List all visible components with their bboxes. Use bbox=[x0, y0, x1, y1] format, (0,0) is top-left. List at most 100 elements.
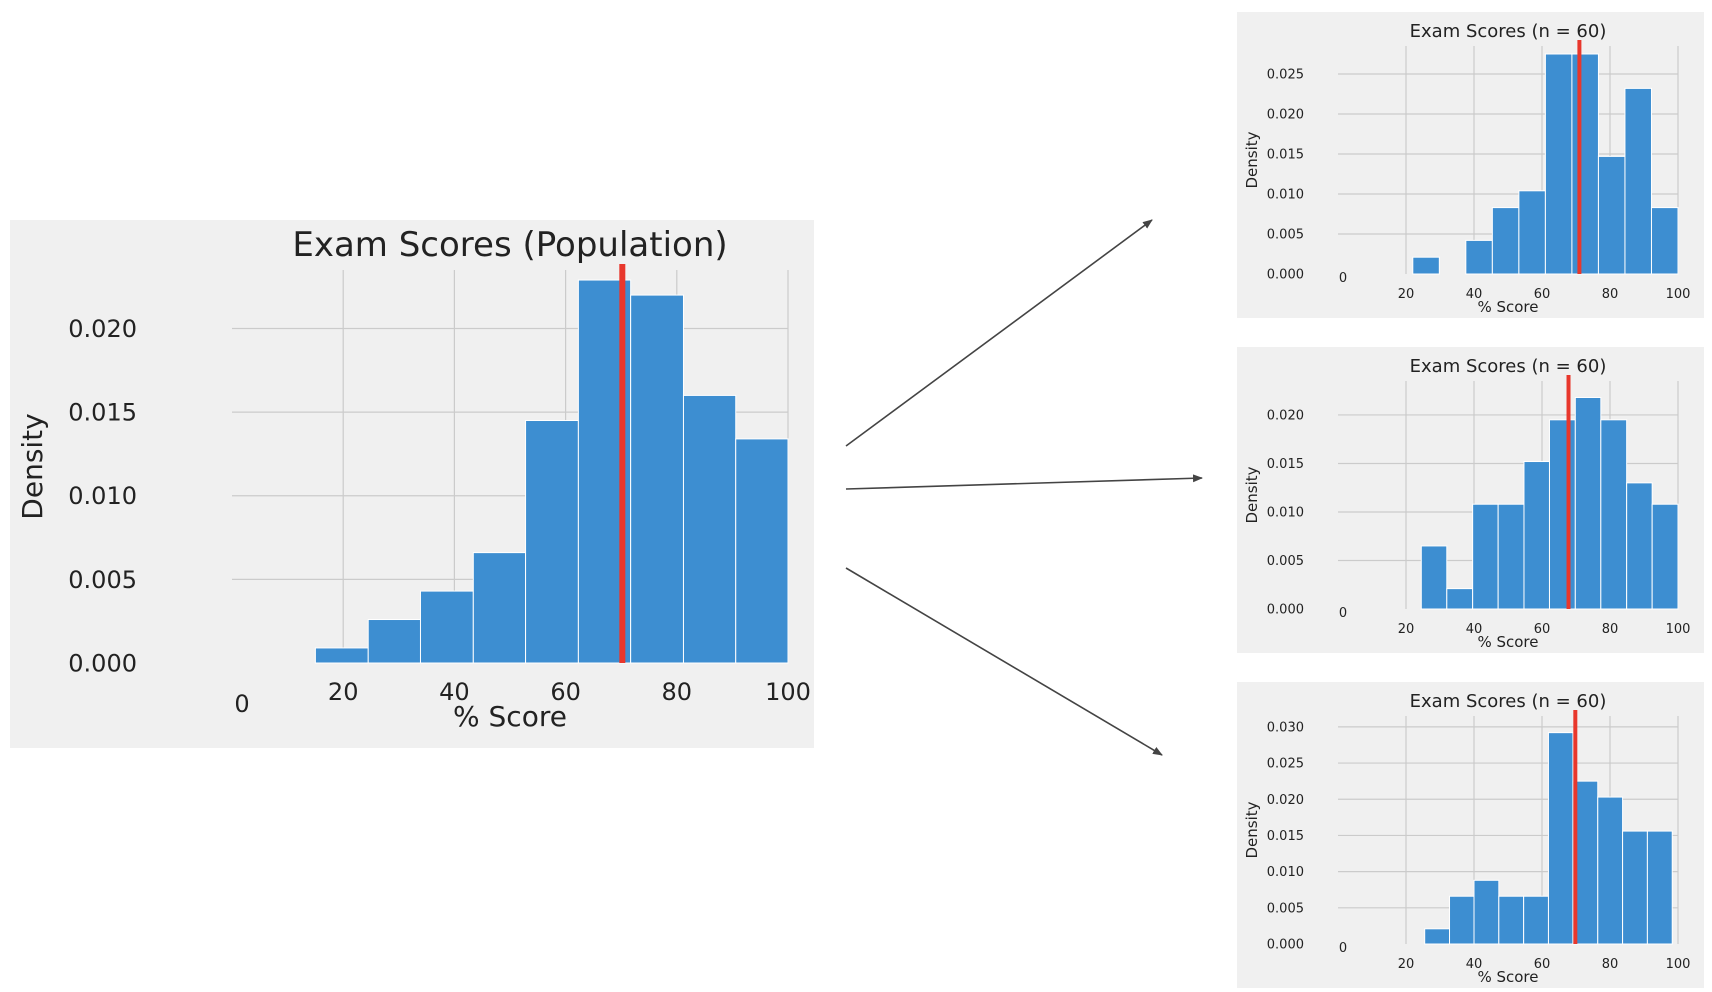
arrow-to-sample-2 bbox=[845, 474, 1203, 490]
chart-2-bar-9 bbox=[1651, 503, 1679, 610]
chart-3-xtick-label: 60 bbox=[1534, 957, 1551, 972]
chart-0-ytick-label: 0.005 bbox=[68, 566, 137, 594]
chart-1-bar-0 bbox=[1412, 256, 1440, 275]
chart-1-bar-5 bbox=[1571, 53, 1599, 275]
sample-chart-1: Exam Scores (n = 60) 0 20 40 60 80 100 0.000 0.0… bbox=[1243, 21, 1691, 316]
chart-0-bar-6 bbox=[630, 294, 684, 664]
chart-2-ytick-label: 0.000 bbox=[1267, 603, 1304, 618]
chart-3-ytick-label: 0.015 bbox=[1267, 829, 1304, 844]
chart-2-title: Exam Scores (n = 60) bbox=[1410, 356, 1607, 377]
chart-3-bar-9 bbox=[1646, 830, 1673, 945]
chart-0-xtick-label: 80 bbox=[662, 678, 693, 706]
chart-2-ytick-label: 0.005 bbox=[1267, 554, 1304, 569]
population-chart: Exam Scores (Population) 0 20 40 60 80 100 0.00… bbox=[16, 225, 811, 733]
chart-1-xtick-label: 20 bbox=[1398, 287, 1415, 302]
chart-3-bar-8 bbox=[1622, 830, 1648, 945]
chart-2-bar-2 bbox=[1472, 503, 1499, 610]
chart-2-xtick-label: 80 bbox=[1602, 622, 1619, 637]
chart-3-ytick-label: 0.000 bbox=[1267, 938, 1304, 953]
chart-0-xlabel: % Score bbox=[453, 700, 567, 733]
chart-3-mean-line bbox=[1573, 710, 1578, 944]
chart-1-bar-7 bbox=[1624, 87, 1652, 275]
chart-3-ytick-label: 0.010 bbox=[1267, 865, 1304, 880]
chart-0-bar-3 bbox=[472, 552, 527, 664]
chart-1-xtick-label: 100 bbox=[1666, 287, 1691, 302]
chart-0-title: Exam Scores (Population) bbox=[292, 225, 727, 265]
sample-chart-1-panel: Exam Scores (n = 60) 0 20 40 60 80 100 0.000 0.0… bbox=[1237, 12, 1704, 318]
chart-1-xtick-label: 60 bbox=[1534, 287, 1551, 302]
chart-3-bar-4 bbox=[1523, 895, 1549, 945]
chart-1-ytick-label: 0.000 bbox=[1267, 268, 1304, 283]
chart-2-xtick-label: 0 bbox=[1339, 606, 1347, 621]
chart-1-title: Exam Scores (n = 60) bbox=[1410, 21, 1607, 42]
chart-1-bar-1 bbox=[1465, 239, 1493, 275]
chart-3-title: Exam Scores (n = 60) bbox=[1410, 691, 1607, 712]
chart-3-xtick-label: 20 bbox=[1398, 957, 1415, 972]
chart-0-bar-7 bbox=[682, 394, 737, 664]
chart-3-ylabel: Density bbox=[1243, 801, 1261, 858]
chart-1-bar-3 bbox=[1518, 190, 1546, 275]
chart-2-bar-0 bbox=[1420, 545, 1448, 610]
chart-1-bar-8 bbox=[1650, 207, 1679, 275]
chart-3-ytick-label: 0.030 bbox=[1267, 720, 1304, 735]
sample-chart-2: Exam Scores (n = 60) 0 20 40 60 80 100 0.000 0.0… bbox=[1243, 356, 1691, 651]
chart-1-ytick-label: 0.025 bbox=[1267, 68, 1304, 83]
sample-chart-3: Exam Scores (n = 60) 0 20 40 60 80 100 0.000 0.0… bbox=[1243, 691, 1691, 986]
chart-0-ytick-label: 0.000 bbox=[68, 649, 137, 677]
chart-0-xtick-label: 100 bbox=[765, 678, 811, 706]
chart-1-ytick-label: 0.005 bbox=[1267, 228, 1304, 243]
chart-3-ytick-label: 0.005 bbox=[1267, 901, 1304, 916]
chart-2-ytick-label: 0.020 bbox=[1267, 409, 1304, 424]
chart-2-ylabel: Density bbox=[1243, 466, 1261, 523]
chart-1-bars bbox=[1412, 53, 1679, 275]
chart-0-bar-4 bbox=[525, 420, 579, 664]
chart-3-bar-1 bbox=[1449, 895, 1475, 945]
chart-0-mean-line bbox=[619, 264, 626, 663]
chart-2-xtick-label: 100 bbox=[1666, 622, 1691, 637]
chart-2-ytick-label: 0.010 bbox=[1267, 506, 1304, 521]
chart-1-xtick-label: 0 bbox=[1339, 271, 1347, 286]
sample-chart-2-panel: Exam Scores (n = 60) 0 20 40 60 80 100 0.000 0.0… bbox=[1237, 347, 1704, 653]
chart-3-ytick-label: 0.025 bbox=[1267, 757, 1304, 772]
chart-2-bar-5 bbox=[1548, 419, 1576, 610]
chart-2-xtick-label: 20 bbox=[1398, 622, 1415, 637]
chart-0-bar-8 bbox=[735, 438, 789, 664]
chart-2-ytick-label: 0.015 bbox=[1267, 457, 1304, 472]
arrow-to-sample-1 bbox=[845, 219, 1153, 447]
chart-3-bar-7 bbox=[1597, 796, 1624, 945]
chart-2-bar-7 bbox=[1600, 419, 1628, 610]
chart-3-ytick-label: 0.020 bbox=[1267, 793, 1304, 808]
chart-3-xtick-label: 0 bbox=[1339, 941, 1347, 956]
sample-chart-3-panel: Exam Scores (n = 60) 0 20 40 60 80 100 0.000 0.0… bbox=[1237, 682, 1704, 988]
chart-2-bar-3 bbox=[1497, 503, 1525, 610]
chart-1-mean-line bbox=[1577, 40, 1582, 274]
chart-3-bar-3 bbox=[1498, 895, 1525, 945]
chart-1-bar-2 bbox=[1491, 207, 1520, 275]
chart-1-ytick-label: 0.010 bbox=[1267, 188, 1304, 203]
chart-0-bars bbox=[314, 279, 789, 664]
chart-1-ytick-label: 0.015 bbox=[1267, 148, 1304, 163]
population-chart-panel: Exam Scores (Population) 0 20 40 60 80 100 0.00… bbox=[10, 220, 814, 748]
chart-3-xlabel: % Score bbox=[1477, 968, 1538, 986]
chart-2-xtick-label: 40 bbox=[1466, 622, 1483, 637]
chart-2-mean-line bbox=[1566, 375, 1571, 609]
chart-1-xlabel: % Score bbox=[1477, 298, 1538, 316]
chart-3-bar-5 bbox=[1547, 732, 1574, 945]
chart-0-xtick-label: 20 bbox=[328, 678, 359, 706]
chart-0-ytick-label: 0.020 bbox=[68, 315, 137, 343]
chart-0-ytick-label: 0.015 bbox=[68, 399, 137, 427]
chart-3-xtick-label: 100 bbox=[1666, 957, 1691, 972]
chart-2-xtick-label: 60 bbox=[1534, 622, 1551, 637]
chart-3-xtick-label: 40 bbox=[1466, 957, 1483, 972]
chart-0-xtick-label: 0 bbox=[234, 690, 249, 718]
chart-3-xtick-label: 80 bbox=[1602, 957, 1619, 972]
chart-3-bar-2 bbox=[1473, 879, 1500, 945]
chart-1-xtick-label: 80 bbox=[1602, 287, 1619, 302]
chart-0-xtick-label: 60 bbox=[550, 678, 581, 706]
arrow-to-sample-3 bbox=[845, 567, 1163, 756]
chart-1-ytick-label: 0.020 bbox=[1267, 108, 1304, 123]
chart-2-xlabel: % Score bbox=[1477, 633, 1538, 651]
chart-0-bar-1 bbox=[367, 619, 421, 664]
chart-0-ytick-label: 0.010 bbox=[68, 482, 137, 510]
